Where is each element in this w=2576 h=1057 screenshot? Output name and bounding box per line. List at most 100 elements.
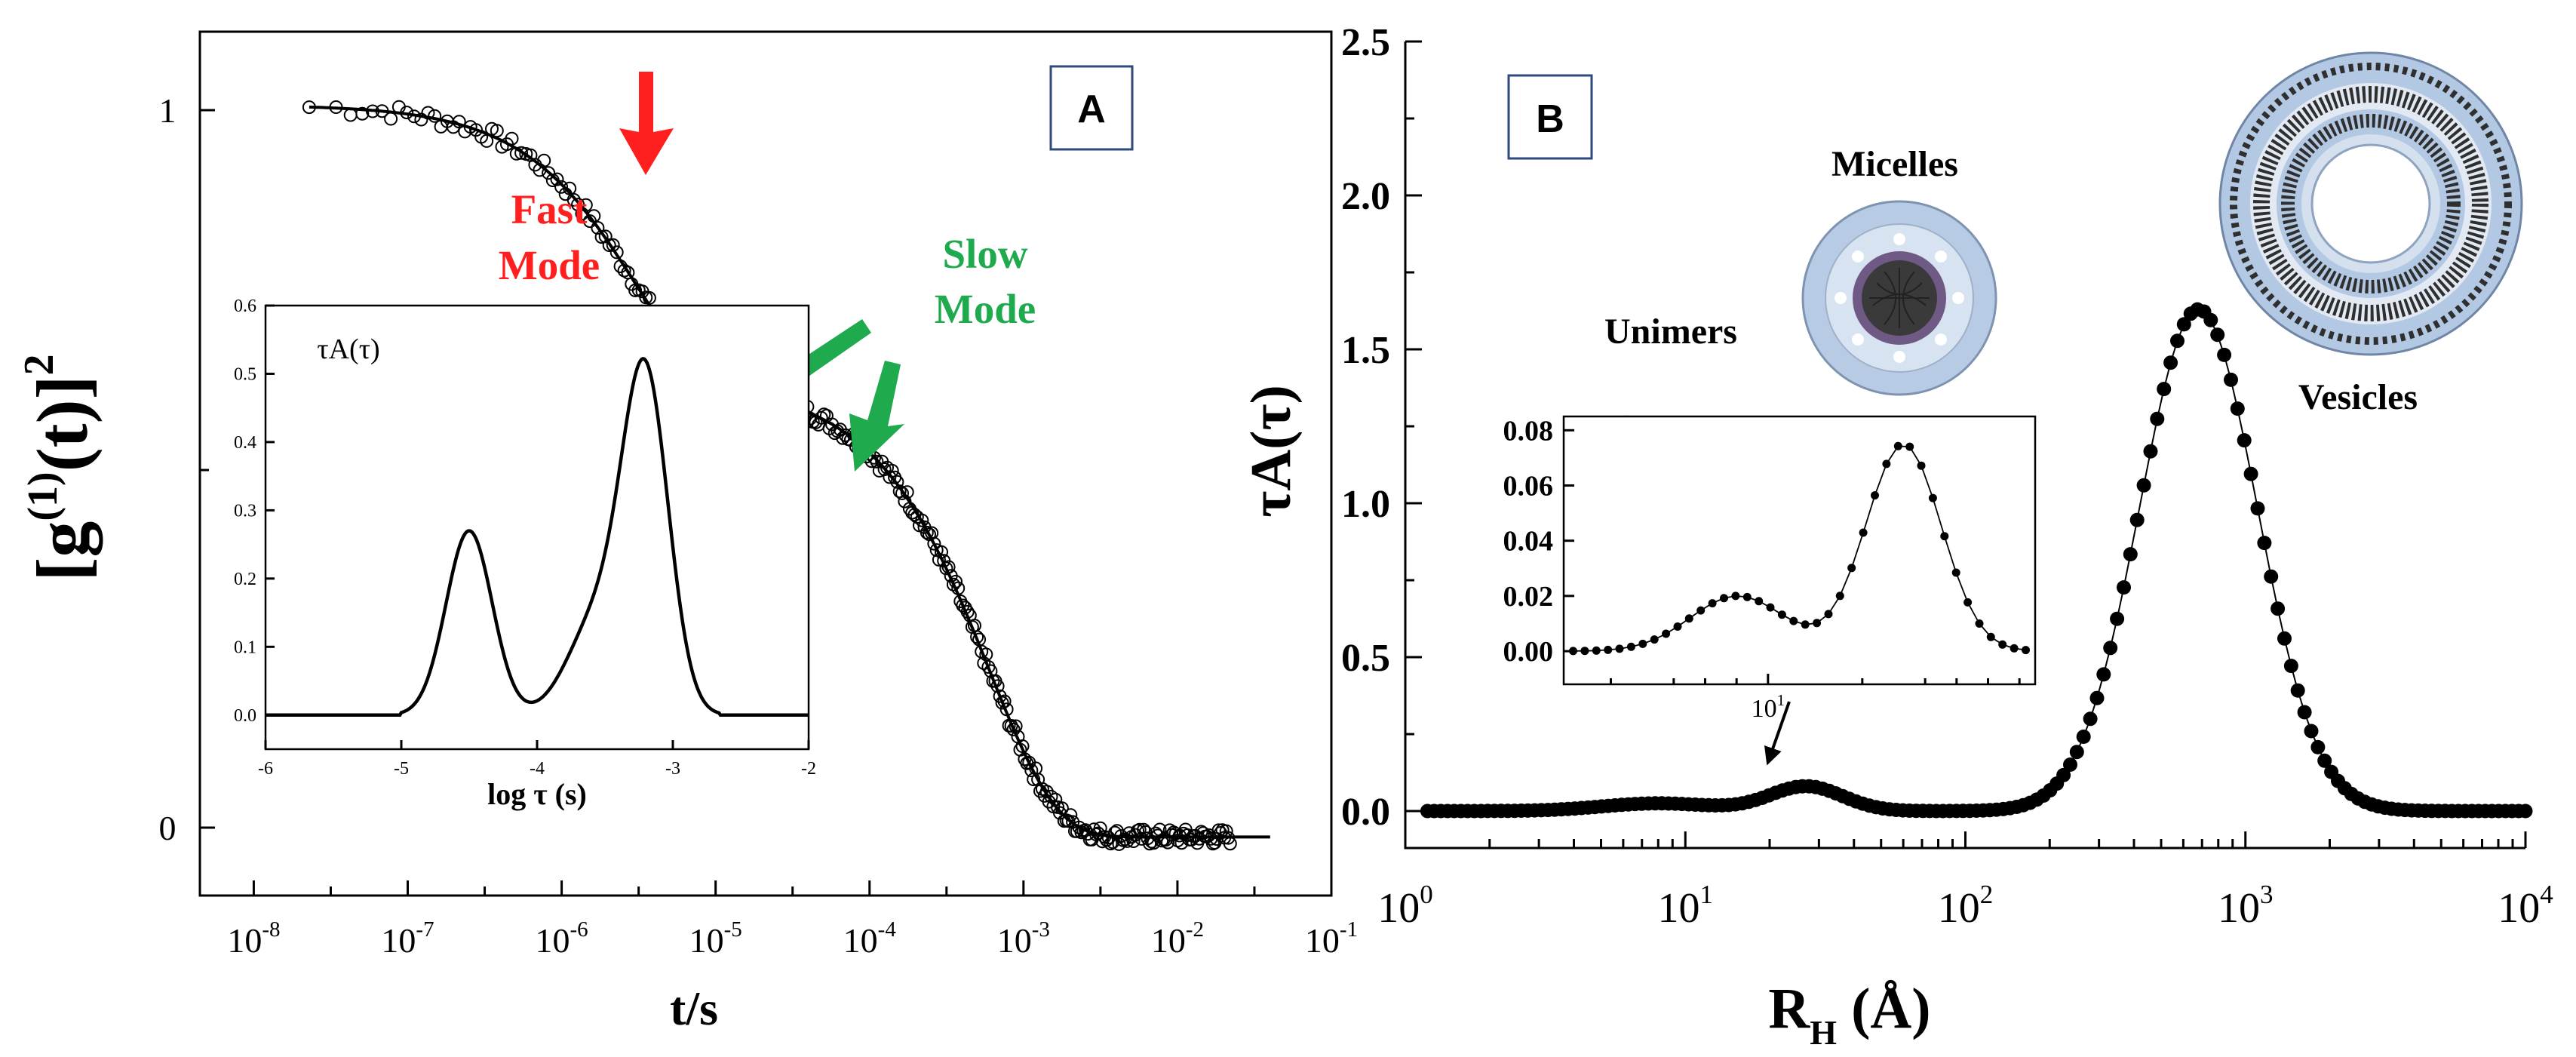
x-tick-label: 102	[1938, 880, 1994, 932]
x-tick-label: 10-8	[227, 917, 280, 960]
inset-x-tick-label: 101	[1752, 691, 1785, 723]
tick-base: 10	[997, 921, 1032, 960]
x-label-rest: (Å)	[1837, 977, 1931, 1040]
tick-exponent: 1	[1700, 880, 1714, 909]
tick-exponent: -1	[1340, 917, 1358, 942]
panel-a-frame	[198, 30, 1333, 897]
data-point	[414, 112, 428, 127]
data-point	[1917, 461, 1926, 470]
panel-a-inset: -6 -5 -4 -3 -2 0.0 0.1 0.2 0.3 0.4 0.5 0.6 τA(τ) lo…	[234, 297, 816, 811]
data-point	[355, 106, 370, 121]
tick-base: 10	[1305, 921, 1340, 960]
data-point	[1662, 629, 1671, 638]
data-point	[1928, 493, 1937, 502]
data-point	[1824, 610, 1833, 619]
tick-exponent: 1	[1777, 691, 1785, 709]
data-point	[343, 108, 358, 122]
y-tick-label: 1.5	[1341, 329, 1390, 372]
data-point	[2129, 512, 2145, 527]
data-point	[939, 561, 953, 576]
y-tick-label: 0.5	[1341, 637, 1390, 680]
data-point	[1882, 459, 1891, 469]
tick-base: 10	[1658, 885, 1700, 932]
panel-a-label: A	[1077, 88, 1106, 131]
x-tick-label: 100	[1377, 880, 1433, 932]
data-point	[1650, 635, 1659, 644]
x-tick-label: 101	[1658, 880, 1714, 932]
data-point	[1006, 722, 1021, 736]
data-point	[2150, 411, 2165, 426]
y-tick-label: 0.0	[1341, 791, 1390, 834]
tick-base: 10	[227, 921, 262, 960]
data-point	[2123, 547, 2138, 562]
data-point	[2163, 355, 2178, 370]
data-point	[602, 238, 616, 252]
data-point	[566, 192, 581, 207]
x-tick-label: 10-4	[843, 917, 897, 960]
panel-a: 1 0 10-8 10-7 10-6 10-5 10-4 10-3 10-2 10-1 [g(…	[16, 30, 1358, 1035]
panel-a-label-box	[1049, 65, 1134, 151]
x-tick-label: 104	[2498, 880, 2553, 932]
data-point	[1569, 647, 1577, 656]
tick-base: 10	[1377, 885, 1420, 932]
data-point	[1039, 785, 1054, 799]
data-point	[2069, 745, 2084, 760]
inset-x-tick-label: -4	[530, 759, 545, 779]
data-point	[1615, 644, 1624, 653]
x-tick-label: 10-1	[1305, 917, 1358, 960]
data-point	[1859, 528, 1868, 537]
data-point	[514, 146, 529, 160]
data-point	[1813, 619, 1822, 628]
data-point	[2317, 753, 2332, 768]
data-point	[1742, 592, 1752, 601]
inset-a-frame	[264, 304, 810, 751]
data-point	[2243, 466, 2258, 481]
data-point	[2277, 631, 2292, 646]
inset-y-tick-label: 0.06	[1503, 470, 1554, 502]
data-point	[1755, 597, 1764, 606]
tick-exponent: -3	[1032, 917, 1050, 942]
panel-a-y-label: [g(1)(t)]2	[16, 354, 103, 581]
data-point	[598, 229, 613, 244]
data-point	[2076, 730, 2091, 744]
tick-exponent: -7	[416, 917, 434, 942]
y-tick-label: 1	[159, 91, 177, 130]
panel-b-label: B	[1536, 97, 1564, 141]
inset-y-tick-label: 0.00	[1503, 636, 1554, 668]
data-point	[883, 470, 897, 484]
panel-b: 0.00.51.01.52.02.5 100 101 102 103 104 τA(τ)…	[1239, 21, 2553, 1052]
data-point	[1100, 833, 1113, 847]
data-point	[1580, 647, 1589, 656]
y-label-mid: (t)]	[22, 375, 103, 472]
data-point	[1789, 616, 1798, 625]
panel-b-x-ticks: 100 101 102 103 104	[1377, 831, 2553, 932]
x-label-sub: H	[1810, 1013, 1837, 1052]
inset-y-tick-label: 0.02	[1503, 581, 1554, 613]
inset-y-tick-label: 0.0	[234, 706, 256, 726]
inset-y-tick-label: 0.4	[234, 433, 256, 453]
panel-b-x-label: RH (Å)	[1768, 977, 1930, 1052]
data-point	[2271, 601, 2286, 616]
panel-b-y-ticks: 0.0 0.5 1.0 1.5 2.0 2.5	[1341, 21, 1422, 834]
inset-x-tick-label: -2	[801, 759, 816, 779]
data-point	[2096, 667, 2111, 682]
tick-exponent: 2	[1980, 880, 1994, 909]
inset-y-tick-label: 0.04	[1503, 526, 1554, 558]
data-point	[591, 221, 605, 235]
panel-a-y-ticks: 1 0	[159, 91, 215, 847]
data-point	[1708, 599, 1717, 608]
tick-exponent: -8	[262, 917, 280, 942]
data-point	[870, 454, 884, 469]
green-arrow-short	[849, 361, 904, 472]
inset-y-tick-label: 0.2	[234, 570, 256, 589]
slow-mode-label-line1: Slow	[942, 231, 1027, 277]
data-point	[1592, 646, 1601, 655]
data-point	[1801, 620, 1810, 629]
micelle-illustration	[1801, 200, 1997, 396]
panel-a-x-label: t/s	[670, 982, 718, 1035]
data-point	[1940, 532, 1949, 541]
inset-y-tick-label: 0.3	[234, 501, 256, 521]
y-tick-label: 1.0	[1341, 483, 1390, 526]
data-point	[1871, 491, 1879, 500]
inset-a-ticks: -6 -5 -4 -3 -2 0.0 0.1 0.2 0.3 0.4 0.5 0.6	[234, 297, 816, 779]
